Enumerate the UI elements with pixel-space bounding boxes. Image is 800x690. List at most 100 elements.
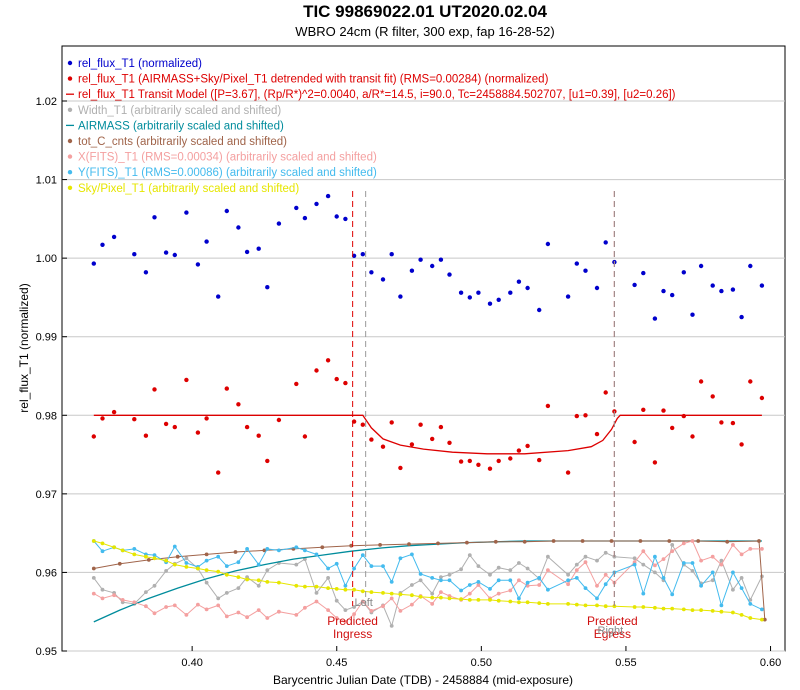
data-point: [762, 617, 767, 622]
data-point: [360, 599, 365, 604]
series-7: [91, 539, 764, 612]
data-point: [439, 575, 443, 579]
data-point: [216, 554, 221, 559]
data-point: [172, 424, 177, 430]
data-point: [488, 572, 492, 577]
data-point: [583, 554, 588, 559]
data-point: [132, 600, 137, 605]
data-point: [418, 422, 423, 427]
data-point: [609, 539, 614, 543]
data-point: [496, 598, 501, 603]
data-point: [294, 381, 299, 387]
x-tick-label: 0.40: [181, 657, 202, 669]
data-point: [294, 205, 299, 211]
data-point: [545, 241, 551, 247]
data-point: [595, 583, 599, 588]
data-point: [603, 604, 608, 609]
data-point: [256, 608, 261, 612]
data-point: [467, 583, 472, 587]
data-point: [265, 580, 270, 584]
data-point: [343, 587, 348, 592]
data-point: [719, 562, 724, 567]
y-tick-label: 1.01: [36, 175, 57, 187]
data-point: [517, 578, 521, 583]
data-point: [144, 554, 148, 559]
data-point: [152, 553, 157, 557]
data-point: [303, 605, 307, 610]
data-point: [146, 558, 151, 562]
data-point: [670, 592, 675, 597]
legend-entry: X(FITS)_T1 (RMS=0.00034) (arbitrarily sc…: [78, 152, 377, 164]
data-point: [583, 586, 588, 590]
data-point: [256, 433, 261, 438]
data-point: [612, 604, 617, 609]
data-point: [184, 377, 189, 383]
data-point: [525, 443, 530, 449]
data-point: [204, 580, 209, 585]
data-point: [314, 552, 319, 557]
series-1: [91, 358, 765, 475]
data-point: [314, 201, 319, 207]
data-point: [731, 587, 735, 592]
data-point: [719, 420, 724, 425]
data-point: [439, 595, 443, 600]
data-point: [546, 554, 550, 559]
data-point: [398, 465, 403, 471]
data-point: [516, 279, 522, 284]
data-point: [545, 403, 551, 409]
data-point: [381, 564, 385, 568]
series-2: [93, 414, 762, 455]
marker-label: Ingress: [333, 627, 372, 641]
data-point: [638, 539, 643, 543]
data-point: [334, 214, 339, 219]
data-point: [184, 210, 189, 215]
legend-entry: rel_flux_T1 Transit Model ([P=3.67], (Rp…: [78, 89, 676, 101]
data-point: [517, 561, 521, 565]
data-point: [661, 288, 666, 294]
legend-entry: Sky/Pixel_T1 (arbitrarily scaled and shi…: [78, 183, 299, 195]
data-point: [91, 434, 97, 439]
data-point: [389, 252, 394, 257]
legend-entry: rel_flux_T1 (normalized): [78, 58, 202, 70]
data-point: [508, 599, 513, 604]
data-point: [389, 591, 394, 596]
marker-label: Predicted: [587, 614, 638, 628]
data-point: [537, 583, 542, 587]
data-point: [731, 543, 735, 547]
data-point: [265, 547, 270, 551]
data-point: [380, 444, 386, 449]
data-point: [653, 563, 657, 568]
data-point: [583, 413, 588, 418]
series-0: [91, 193, 765, 321]
data-point: [398, 592, 403, 597]
data-point: [204, 568, 209, 572]
data-point: [302, 215, 308, 221]
data-point: [757, 539, 761, 543]
data-point: [143, 270, 149, 275]
data-point: [517, 596, 521, 601]
data-point: [670, 543, 675, 547]
data-point: [476, 583, 481, 587]
data-point: [748, 616, 753, 620]
data-point: [369, 564, 374, 568]
data-point: [467, 295, 472, 300]
data-point: [172, 562, 177, 567]
data-point: [381, 604, 385, 609]
data-point: [496, 591, 501, 596]
data-point: [496, 458, 501, 464]
y-tick-label: 0.97: [36, 489, 57, 501]
data-point: [574, 413, 579, 419]
data-point: [144, 604, 148, 609]
data-point: [759, 395, 765, 401]
data-point: [719, 288, 724, 294]
data-point: [458, 290, 464, 295]
data-point: [670, 425, 675, 431]
data-point: [410, 602, 414, 607]
data-point: [236, 225, 241, 230]
data-point: [525, 285, 530, 291]
data-point: [730, 287, 736, 292]
data-point: [594, 285, 600, 291]
data-point: [369, 437, 374, 442]
legend-marker: [67, 76, 73, 81]
data-point: [537, 601, 542, 605]
